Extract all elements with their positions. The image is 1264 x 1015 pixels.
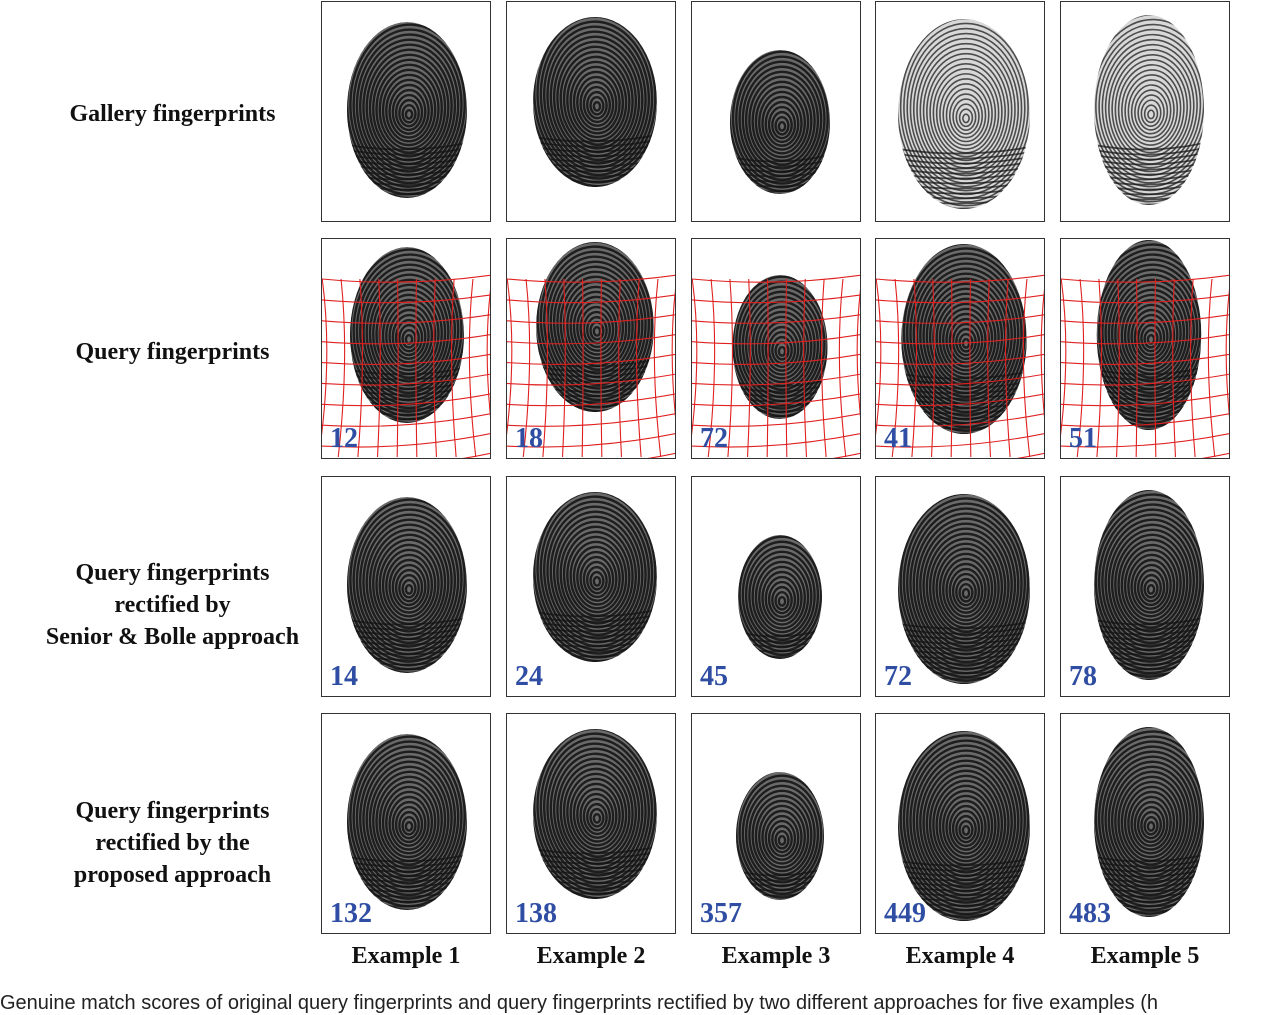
fingerprint-cell: 72 bbox=[875, 476, 1045, 697]
fingerprint-image bbox=[533, 17, 657, 187]
fingerprint-cell: 14 bbox=[321, 476, 491, 697]
fingerprint-image bbox=[347, 497, 467, 673]
column-label-example-2: Example 2 bbox=[536, 943, 646, 969]
fingerprint-image bbox=[533, 492, 657, 662]
fingerprint-image bbox=[322, 247, 490, 458]
fingerprint-image bbox=[692, 274, 860, 458]
row-label-4: Query fingerprints rectified by the propos… bbox=[0, 795, 345, 891]
match-score: 449 bbox=[884, 898, 926, 929]
row-label-line: Query fingerprints bbox=[75, 560, 270, 586]
match-score: 357 bbox=[700, 898, 742, 929]
match-score: 78 bbox=[1069, 661, 1097, 692]
match-score: 132 bbox=[330, 898, 372, 929]
column-label-example-3: Example 3 bbox=[721, 943, 831, 969]
column-label-example-5: Example 5 bbox=[1090, 943, 1200, 969]
fingerprint-cell: 357 bbox=[691, 713, 861, 934]
fingerprint-image bbox=[1094, 15, 1204, 205]
fingerprint-image bbox=[1094, 727, 1204, 917]
fingerprint-cell: 132 bbox=[321, 713, 491, 934]
fingerprint-cell bbox=[1060, 1, 1230, 222]
row-label-3: Query fingerprints rectified by Senior & B… bbox=[0, 557, 345, 653]
match-score: 24 bbox=[515, 661, 543, 692]
row-label-line: Gallery fingerprints bbox=[69, 101, 276, 127]
fingerprint-cell bbox=[875, 1, 1045, 222]
fingerprint-image bbox=[876, 244, 1044, 458]
fingerprint-image bbox=[738, 535, 822, 659]
fingerprint-cell: 449 bbox=[875, 713, 1045, 934]
fingerprint-cell bbox=[321, 1, 491, 222]
fingerprint-image bbox=[898, 494, 1030, 684]
fingerprint-image bbox=[1094, 490, 1204, 680]
fingerprint-image bbox=[507, 242, 675, 458]
match-score: 14 bbox=[330, 661, 358, 692]
row-label-line: Query fingerprints bbox=[75, 798, 270, 824]
row-label-2: Query fingerprints bbox=[0, 336, 345, 368]
column-label-example-1: Example 1 bbox=[351, 943, 461, 969]
fingerprint-image bbox=[347, 22, 467, 198]
fingerprint-cell: 78 bbox=[1060, 476, 1230, 697]
row-label-line: Query fingerprints bbox=[75, 339, 270, 365]
match-score: 41 bbox=[884, 423, 912, 454]
row-label-line: rectified by the bbox=[95, 830, 250, 856]
match-score: 12 bbox=[330, 423, 358, 454]
row-label-line: Senior & Bolle approach bbox=[45, 624, 300, 650]
match-score: 72 bbox=[884, 661, 912, 692]
fingerprint-cell: 51 bbox=[1060, 238, 1230, 459]
match-score: 483 bbox=[1069, 898, 1111, 929]
fingerprint-image bbox=[736, 772, 824, 900]
fingerprint-image bbox=[1061, 240, 1229, 458]
fingerprint-cell bbox=[506, 1, 676, 222]
fingerprint-image bbox=[730, 50, 830, 194]
fingerprint-image bbox=[533, 729, 657, 899]
row-label-line: rectified by bbox=[114, 592, 231, 618]
fingerprint-cell: 41 bbox=[875, 238, 1045, 459]
fingerprint-cell: 72 bbox=[691, 238, 861, 459]
fingerprint-image bbox=[898, 19, 1030, 209]
match-score: 18 bbox=[515, 423, 543, 454]
match-score: 45 bbox=[700, 661, 728, 692]
fingerprint-image bbox=[347, 734, 467, 910]
fingerprint-cell: 138 bbox=[506, 713, 676, 934]
fingerprint-cell bbox=[691, 1, 861, 222]
match-score: 72 bbox=[700, 423, 728, 454]
row-label-line: proposed approach bbox=[73, 862, 272, 888]
fingerprint-cell: 12 bbox=[321, 238, 491, 459]
fingerprint-cell: 24 bbox=[506, 476, 676, 697]
row-label-1: Gallery fingerprints bbox=[0, 98, 345, 130]
column-label-example-4: Example 4 bbox=[905, 943, 1015, 969]
fingerprint-cell: 45 bbox=[691, 476, 861, 697]
figure-caption: Genuine match scores of original query f… bbox=[0, 992, 1159, 1014]
match-score: 138 bbox=[515, 898, 557, 929]
fingerprint-cell: 483 bbox=[1060, 713, 1230, 934]
match-score: 51 bbox=[1069, 423, 1097, 454]
fingerprint-image bbox=[898, 731, 1030, 921]
fingerprint-cell: 18 bbox=[506, 238, 676, 459]
